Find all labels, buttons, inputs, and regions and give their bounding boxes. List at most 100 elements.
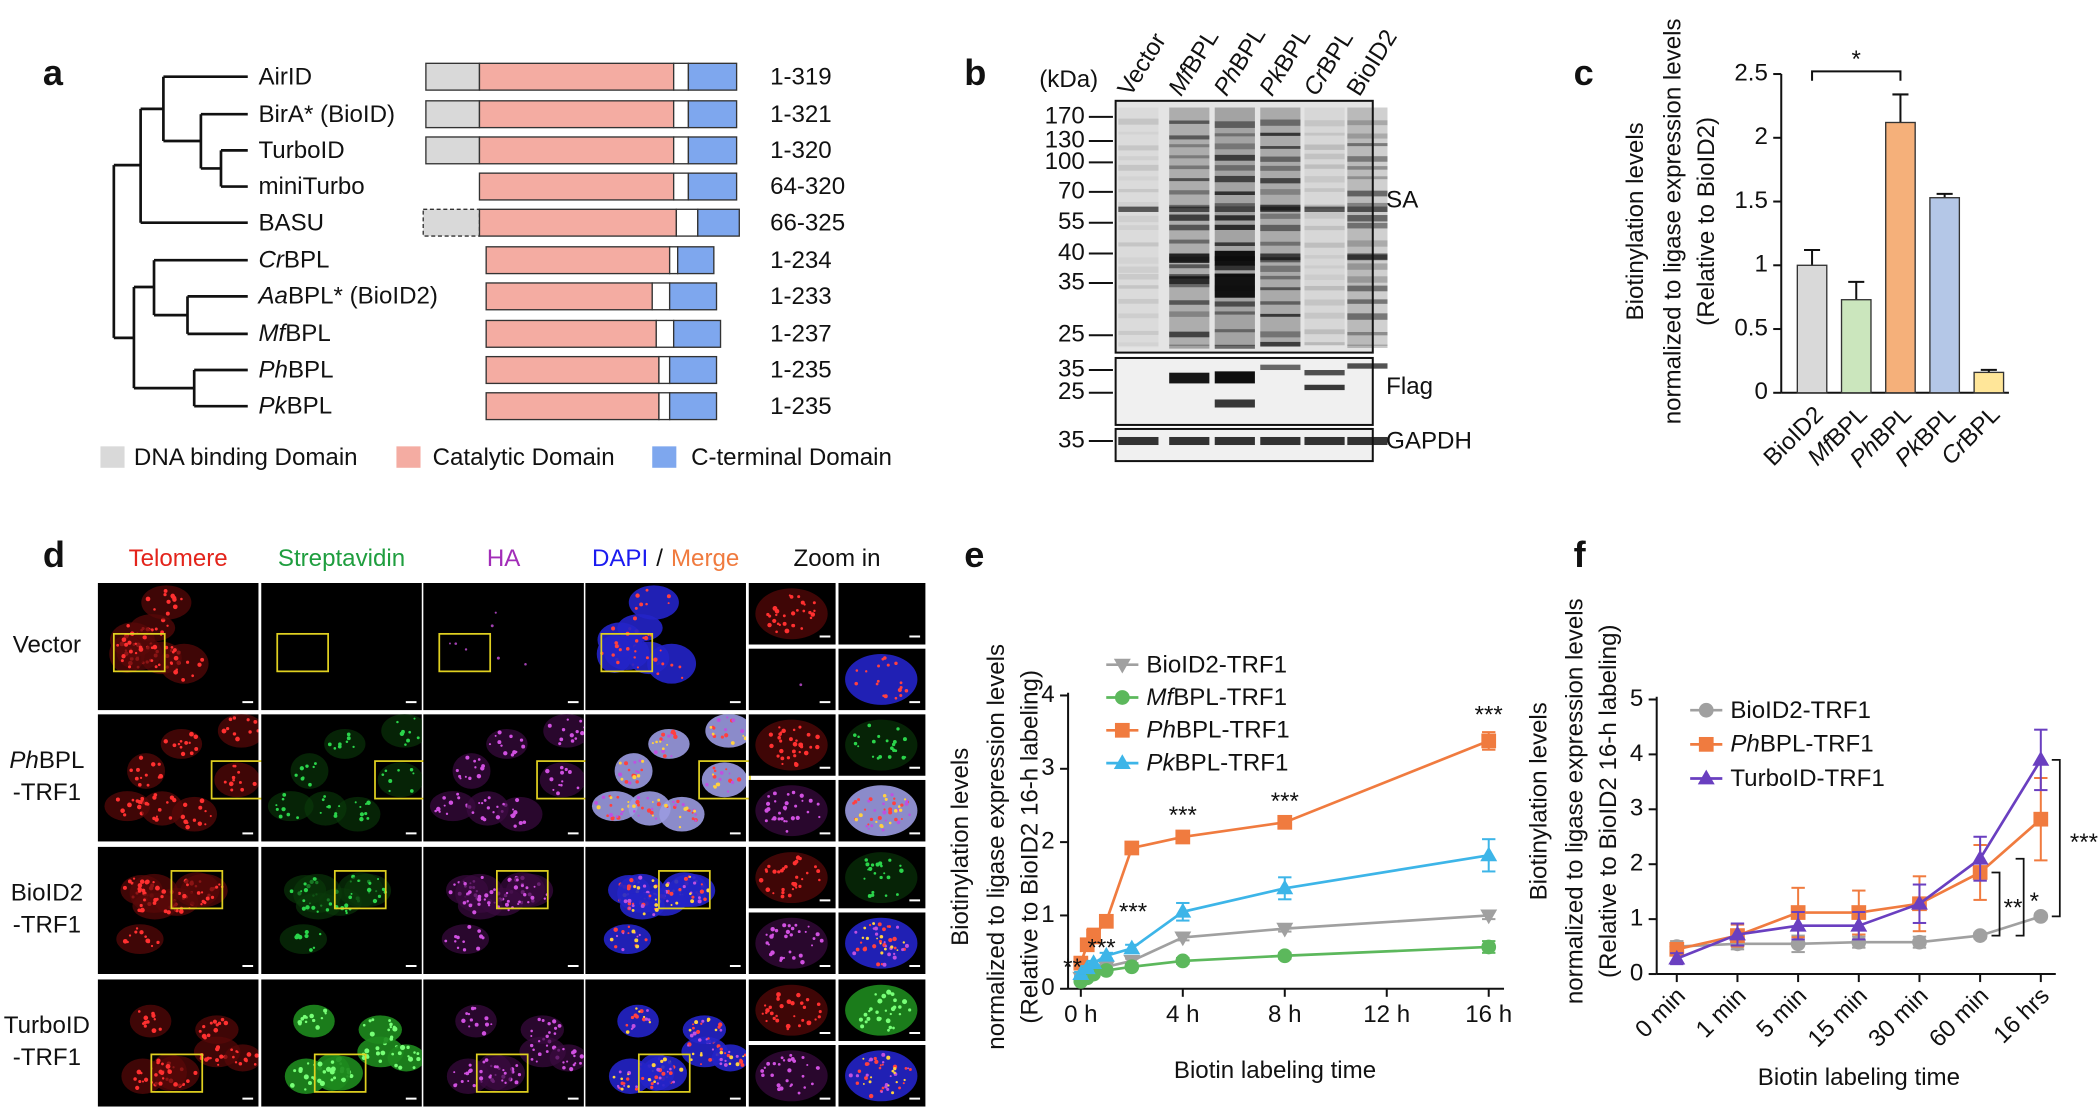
nucleus: [617, 1004, 659, 1038]
y-tick-label: 2: [1754, 123, 1767, 150]
speckle: [238, 780, 242, 784]
speckle: [879, 875, 883, 880]
speckle: [770, 926, 775, 932]
speckle: [769, 1011, 774, 1016]
speckle: [230, 788, 234, 792]
speckle: [867, 823, 870, 826]
speckle: [346, 732, 351, 737]
speckle: [777, 735, 782, 740]
speckle: [482, 1060, 486, 1064]
catalytic-domain: [478, 100, 675, 129]
nucleus: [628, 641, 670, 675]
speckle: [865, 936, 869, 940]
band: [1118, 202, 1159, 209]
speckle: [515, 797, 520, 803]
speckle: [484, 1022, 490, 1027]
speckle: [487, 901, 491, 905]
speckle: [780, 817, 784, 821]
residue-range: 1-233: [770, 283, 832, 310]
micrograph: [748, 1045, 836, 1107]
speckle: [209, 1021, 213, 1025]
speckle: [904, 689, 909, 693]
speckle: [700, 883, 703, 886]
band: [1214, 273, 1255, 298]
speckle: [876, 937, 878, 940]
speckle: [888, 858, 892, 862]
speckle: [782, 614, 786, 618]
speckle: [497, 730, 502, 735]
nucleus: [171, 796, 218, 832]
speckle: [387, 1028, 391, 1032]
speckle: [492, 811, 495, 814]
speckle: [902, 999, 908, 1005]
speckle: [867, 827, 870, 830]
speckle: [899, 868, 904, 873]
speckle: [789, 933, 793, 937]
speckle: [122, 885, 127, 890]
speckle: [715, 782, 719, 786]
speckle: [726, 1053, 731, 1058]
speckle: [372, 898, 378, 904]
marker-label: 25: [1058, 321, 1085, 348]
speckle: [907, 1067, 910, 1070]
speckle: [167, 1069, 171, 1072]
speckle: [806, 810, 810, 814]
nucleus: [755, 719, 828, 771]
speckle: [232, 732, 237, 736]
speckle: [666, 594, 671, 599]
speckle: [442, 796, 446, 800]
speckle: [147, 940, 151, 944]
speckle: [657, 798, 661, 802]
speckle: [286, 812, 291, 817]
speckle: [141, 1080, 145, 1083]
catalytic-domain: [485, 246, 671, 275]
y-tick-label: 1: [1630, 904, 1643, 931]
speckle: [792, 956, 796, 960]
speckle: [138, 645, 143, 650]
speckle: [772, 816, 777, 821]
speckle: [359, 805, 362, 809]
speckle: [708, 1058, 712, 1062]
speckle: [138, 755, 144, 760]
speckle: [711, 732, 715, 736]
text-part: Streptavidin: [278, 546, 405, 573]
band: [1260, 253, 1301, 261]
speckle: [375, 1051, 380, 1056]
speckle: [872, 944, 877, 949]
speckle: [618, 772, 623, 777]
speckle: [788, 950, 792, 954]
speckle: [777, 1062, 781, 1066]
speckle: [399, 1044, 406, 1051]
y-axis-label: (Relative to BioID2 16-h labeling): [1595, 624, 1622, 978]
micrograph: [748, 979, 836, 1041]
micrograph: [838, 582, 926, 645]
speckle: [742, 735, 745, 737]
speckle: [574, 737, 578, 740]
micrograph: [748, 582, 836, 645]
speckle: [779, 739, 783, 743]
speckle: [888, 1025, 893, 1030]
speckle: [908, 1068, 912, 1072]
speckle: [476, 774, 482, 779]
speckle: [876, 962, 881, 967]
text-part: BPL-TRF1: [1175, 750, 1289, 777]
speckle: [650, 1082, 654, 1086]
speckle: [256, 729, 259, 733]
speckle: [877, 998, 883, 1004]
speckle: [868, 923, 872, 927]
speckle: [220, 1017, 225, 1022]
catalytic-domain: [485, 282, 653, 311]
speckle: [681, 802, 685, 807]
speckle: [653, 1080, 656, 1084]
dna-binding-domain: [425, 100, 481, 129]
speckle: [786, 793, 790, 796]
speckle: [302, 899, 306, 903]
significance-label: *: [1852, 46, 1861, 73]
speckle: [765, 801, 771, 806]
speckle: [471, 811, 475, 814]
speckle: [682, 885, 686, 889]
speckle: [661, 749, 666, 754]
speckle: [649, 810, 654, 815]
speckle: [881, 1063, 884, 1066]
speckle: [880, 864, 883, 868]
